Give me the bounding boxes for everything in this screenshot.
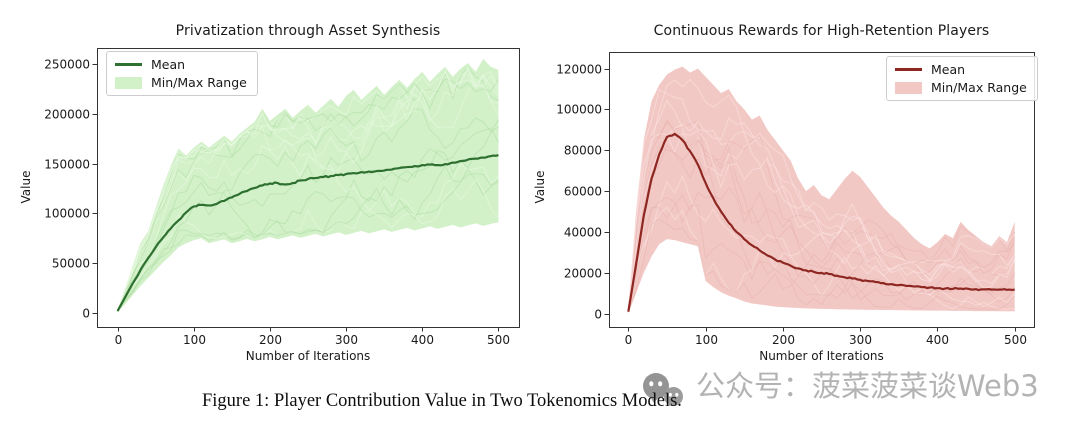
left-x-axis-label: Number of Iterations xyxy=(245,349,371,363)
minmax-range-swatch xyxy=(115,76,142,89)
watermark: 公众号：菠菜菠菜谈Web3 xyxy=(641,369,1039,407)
legend-row-minmax: Min/Max Range xyxy=(115,75,247,90)
wechat-icon xyxy=(643,373,683,406)
left-chart-legend: Mean Min/Max Range xyxy=(106,51,258,96)
watermark-text: 公众号：菠菜菠菜谈Web3 xyxy=(696,369,1039,403)
legend-row-mean: Mean xyxy=(115,57,247,72)
legend-row-mean: Mean xyxy=(895,62,1027,77)
left-y-axis-label: Value xyxy=(19,170,33,204)
minmax-range-swatch xyxy=(895,81,922,94)
legend-label-minmax: Min/Max Range xyxy=(151,75,247,90)
right-chart-title: Continuous Rewards for High-Retention Pl… xyxy=(653,23,990,39)
right-chart-legend: Mean Min/Max Range xyxy=(886,56,1038,101)
figure-caption: Figure 1: Player Contribution Value in T… xyxy=(202,391,682,411)
right-y-axis-label: Value xyxy=(533,170,547,204)
legend-row-minmax: Min/Max Range xyxy=(895,80,1027,95)
legend-label-mean: Mean xyxy=(151,57,186,72)
mean-line-swatch xyxy=(895,68,922,71)
right-x-axis-label: Number of Iterations xyxy=(759,349,884,363)
legend-label-mean: Mean xyxy=(931,62,966,77)
legend-label-minmax: Min/Max Range xyxy=(931,80,1027,95)
mean-line-swatch xyxy=(115,63,142,66)
left-chart-title: Privatization through Asset Synthesis xyxy=(175,23,441,39)
